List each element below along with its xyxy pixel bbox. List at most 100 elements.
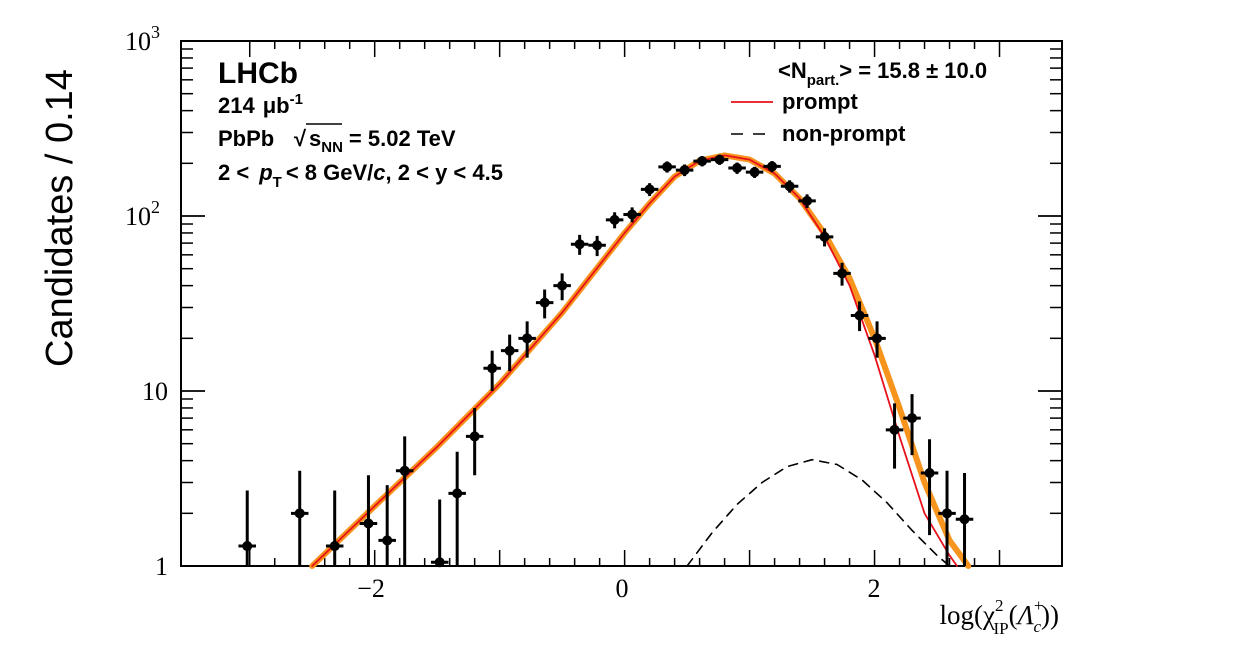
npart-label: <Npart.> = 15.8 ± 10.0 [778,58,987,89]
data-point-marker [294,508,305,519]
axis-ticks [181,40,1062,567]
plot-frame [180,40,1063,567]
luminosity-label: 214 μb-1 [218,91,303,118]
data-point [885,403,904,469]
data-point-marker [557,280,568,291]
data-point-marker [924,467,935,478]
y-tick-label-10: 10 [142,377,168,406]
data-point-marker [942,508,953,519]
legend-nonprompt-label: non-prompt [782,121,906,146]
data-point-marker [889,424,900,435]
data-point [430,499,449,568]
data-point [448,451,466,566]
x-tick-label-minus2: −2 [357,574,385,603]
data-point [815,228,834,247]
data-point [955,472,974,566]
fit-curves [309,152,972,569]
y-tick-label-1000: 103 [125,22,160,56]
data-point-marker [539,297,550,308]
data-point-marker [487,363,498,374]
data-point-marker [609,214,620,225]
data-point-marker [837,268,848,279]
data-point-marker [959,514,970,525]
data-point [465,407,484,476]
data-point-marker [907,413,918,424]
data-point [359,475,378,566]
data-point [728,162,746,174]
data-point [290,470,309,566]
data-point-marker [329,541,340,552]
data-point [745,166,764,178]
data-point [903,394,921,456]
data-point [938,470,956,566]
data-point-marker [644,184,655,195]
data-point [780,180,799,193]
data-point [693,156,711,167]
data-point [920,439,939,536]
data-point [640,183,659,197]
data-point [570,234,589,255]
data-point [675,164,694,177]
data-point [605,212,624,229]
data-point-marker [662,161,673,172]
curve-non-prompt [686,458,951,567]
data-point-marker [469,431,480,442]
data-point-marker [574,239,585,250]
data-point-marker [767,161,778,172]
data-point-marker [819,231,830,242]
data-point-marker [679,165,690,176]
data-point-marker [749,167,760,178]
data-point-marker [732,163,743,174]
data-points [238,154,974,568]
data-point [710,154,729,165]
y-tick-labels: 1 10 102 103 [125,22,168,581]
data-point-marker [522,333,533,344]
data-point-marker [504,345,515,356]
data-point [500,334,519,372]
data-point-marker [784,181,795,192]
data-point-marker [452,488,463,499]
x-tick-labels: −2 0 2 [357,574,880,603]
data-point-marker [872,333,883,344]
y-tick-label-1: 1 [155,552,168,581]
data-point [833,262,851,286]
x-tick-label-0: 0 [616,574,629,603]
data-point [378,485,396,566]
data-point-marker [592,240,603,251]
y-tick-label-100: 102 [125,197,160,231]
data-point [325,490,344,566]
data-point [535,289,554,319]
brand-label: LHCb [218,57,298,90]
data-point [238,490,256,566]
x-axis-label: log(χ2 IP(Λ+ c)) [939,596,1059,638]
kinematics-label: 2 < pT < 8 GeV/c, 2 < y < 4.5 [218,160,503,191]
data-point [850,301,869,332]
data-point-marker [627,209,638,220]
data-point-marker [363,518,374,529]
data-point-marker [434,557,445,568]
data-point-marker [242,541,253,552]
data-point-marker [697,156,708,167]
sqrt-symbol: √ [294,126,307,151]
data-point [763,161,781,173]
energy-text: sNN = 5.02 TeV [309,126,456,156]
x-tick-label-2: 2 [868,574,881,603]
energy-label: PbPb √ sNN = 5.02 TeV [218,123,456,156]
data-point-marker [802,195,813,206]
y-axis-label: Candidates / 0.14 [39,69,81,367]
data-point-marker [382,535,393,546]
data-point-marker [714,154,725,165]
data-point [868,321,886,358]
data-point [658,161,676,173]
curve-total-fit [309,152,972,569]
data-point [395,436,414,566]
data-point-marker [399,465,410,476]
data-point-marker [854,310,865,321]
legend: prompt non-prompt [731,89,906,146]
system-text: PbPb [218,126,274,151]
data-point [553,273,571,301]
data-point [518,321,536,358]
data-point [483,350,501,391]
data-point [798,194,816,209]
